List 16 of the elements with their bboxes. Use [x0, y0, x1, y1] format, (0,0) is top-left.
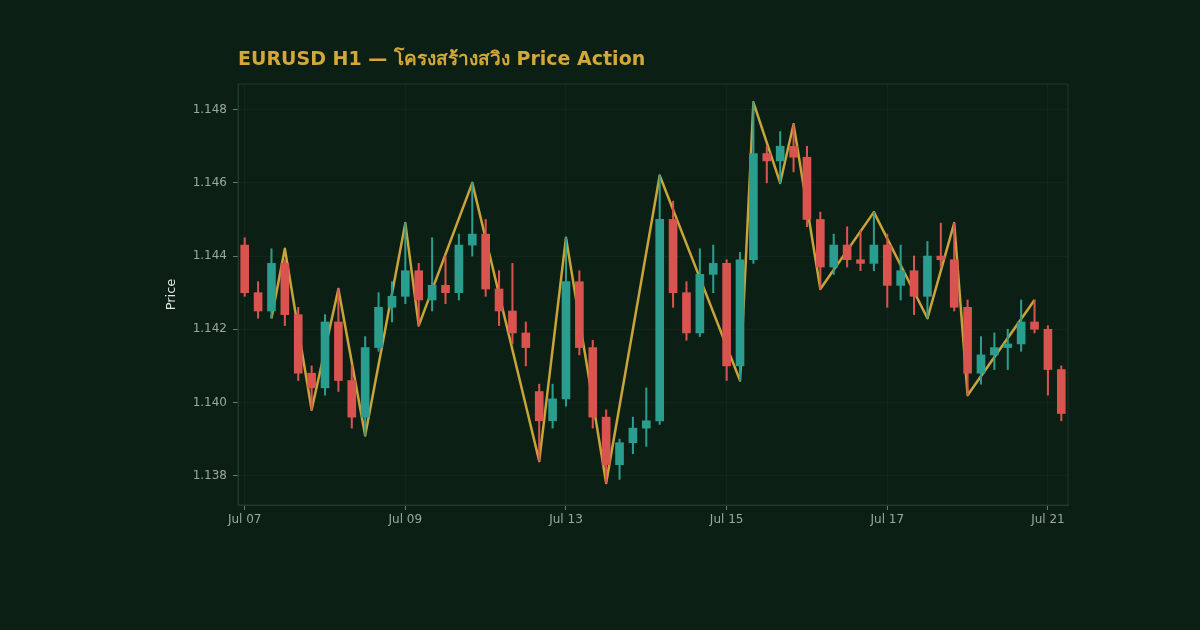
chart-title: EURUSD H1 — โครงสร้างสวิง Price Action	[238, 46, 646, 69]
y-tick-label: 1.146	[192, 174, 227, 189]
x-tick-label: Jul 13	[548, 512, 583, 527]
y-tick-label: 1.138	[192, 467, 227, 482]
x-tick-label: Jul 17	[869, 512, 905, 527]
y-tick-label: 1.148	[192, 101, 227, 116]
x-tick-label: Jul 21	[1030, 512, 1065, 527]
y-tick-label: 1.142	[192, 321, 227, 336]
y-tick-label: 1.144	[192, 248, 227, 263]
candlestick	[856, 230, 865, 272]
x-tick-label: Jul 09	[387, 512, 423, 527]
candlestick	[441, 255, 450, 304]
x-tick-label: Jul 15	[708, 512, 744, 527]
y-tick-label: 1.140	[192, 394, 227, 409]
x-tick-label: Jul 07	[226, 512, 262, 527]
y-axis-title: Price	[163, 278, 179, 311]
